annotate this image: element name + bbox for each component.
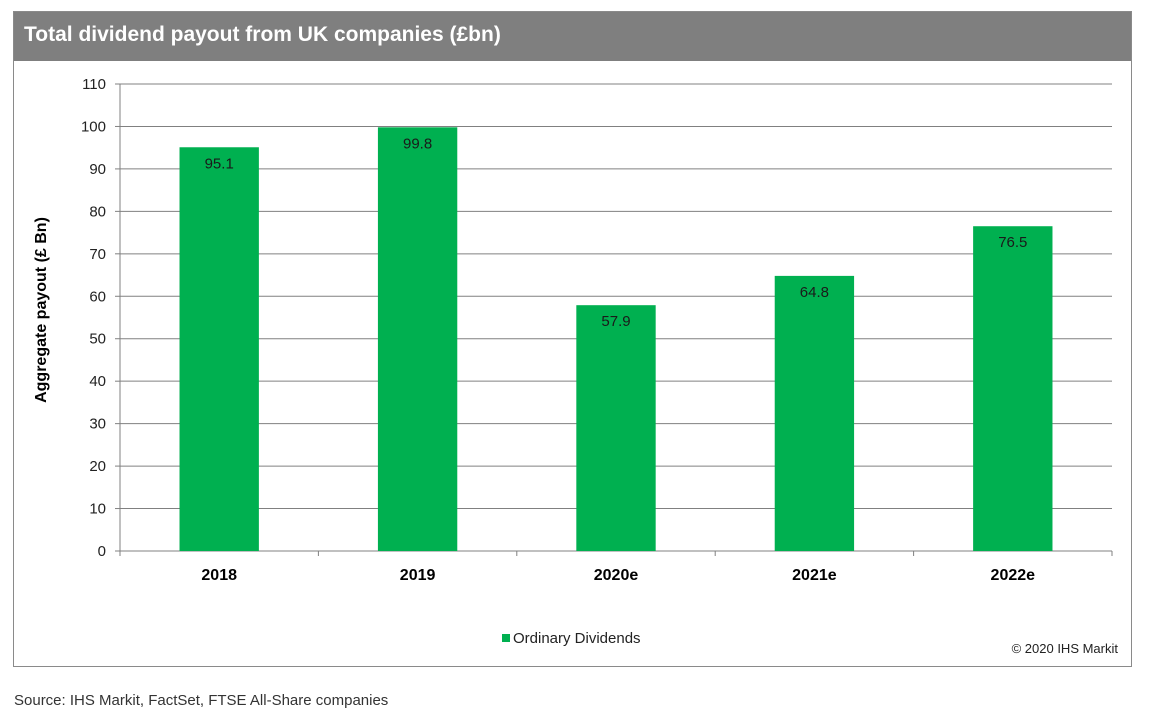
bar-2021e [774,275,855,551]
legend-label-ordinary-dividends: Ordinary Dividends [513,630,641,647]
y-tick-label: 30 [89,416,106,433]
y-tick-label: 40 [89,373,106,390]
y-tick-label: 0 [98,543,106,560]
y-tick-label: 80 [89,203,106,220]
chart-title-bar: Total dividend payout from UK companies … [14,12,1131,61]
data-label-2021e: 64.8 [800,284,829,301]
x-tick-label-2022e: 2022e [991,567,1036,584]
y-tick-label: 100 [81,118,106,135]
y-tick-label: 10 [89,501,106,518]
copyright-note: © 2020 IHS Markit [1012,641,1119,656]
data-label-2019: 99.8 [403,135,432,152]
y-tick-label: 70 [89,246,106,263]
bar-2019 [377,127,458,551]
legend-swatch-ordinary-dividends [502,634,510,642]
data-labels: 95.1 99.8 57.9 64.8 76.5 [205,135,1028,330]
bars [179,127,1053,552]
y-tick-label: 90 [89,161,106,178]
source-note: Source: IHS Markit, FactSet, FTSE All-Sh… [14,692,389,709]
x-tick-label-2021e: 2021e [792,567,837,584]
data-label-2018: 95.1 [205,155,234,172]
x-tick-label-2019: 2019 [400,567,436,584]
y-tick-label: 20 [89,458,106,475]
x-tick-label-2020e: 2020e [594,567,639,584]
x-tick-label-2018: 2018 [201,567,237,584]
bar-2022e [973,226,1053,552]
y-tick-label: 60 [89,288,106,305]
legend: Ordinary Dividends [502,630,641,647]
x-axis-labels: 2018 2019 2020e 2021e 2022e [201,567,1035,584]
bar-2020e [576,305,656,551]
y-tick-label: 50 [89,331,106,348]
y-axis-title: Aggregate payout (£ Bn) [33,217,50,403]
y-tick-label: 110 [82,76,106,93]
data-label-2020e: 57.9 [601,313,630,330]
chart-title: Total dividend payout from UK companies … [24,23,501,46]
bar-2018 [179,147,259,552]
data-label-2022e: 76.5 [998,234,1027,251]
